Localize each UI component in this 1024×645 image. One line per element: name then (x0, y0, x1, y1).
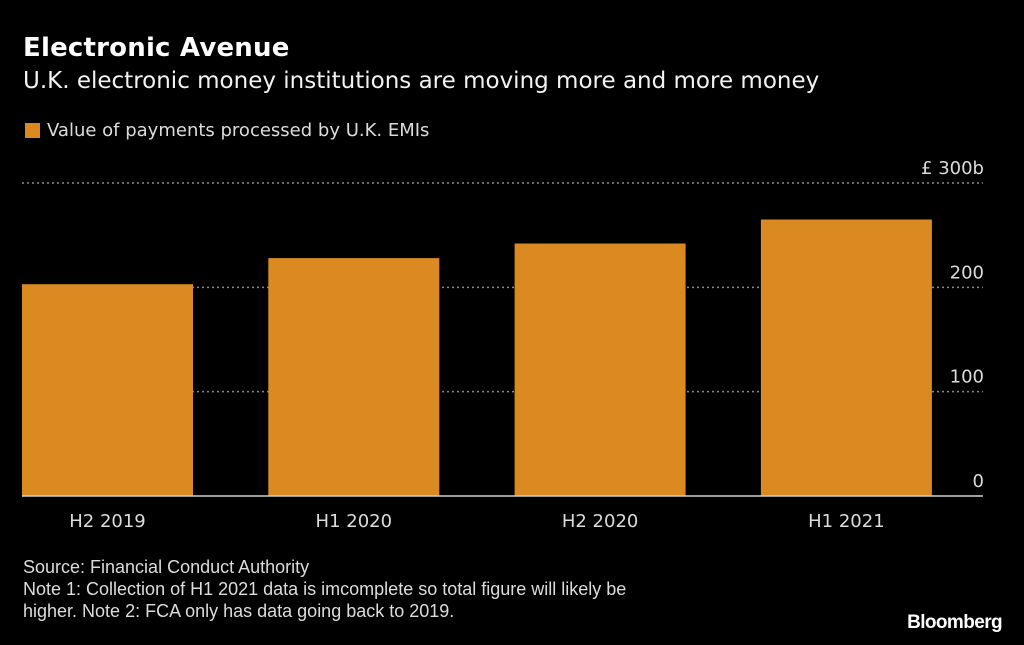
bars (22, 219, 932, 496)
y-tick-label: 200 (950, 262, 984, 283)
x-tick-label: H2 2020 (562, 511, 639, 532)
x-tick-label: H1 2020 (316, 511, 393, 532)
source-note: Source: Financial Conduct Authority (23, 557, 310, 577)
legend: Value of payments processed by U.K. EMIs (25, 120, 429, 141)
bar-h1-2020 (268, 258, 440, 496)
legend-label: Value of payments processed by U.K. EMIs (47, 120, 430, 141)
bar-h2-2020 (514, 243, 686, 496)
chart-title: Electronic Avenue (23, 33, 290, 63)
bar-h2-2019 (22, 284, 193, 496)
legend-swatch (25, 123, 40, 138)
note-line-2: higher. Note 2: FCA only has data going … (23, 601, 455, 621)
y-axis-ticks: 0 100 200 £ 300b (921, 158, 984, 492)
x-axis-ticks: H2 2019 H1 2020 H2 2020 H1 2021 (69, 511, 884, 532)
chart-subtitle: U.K. electronic money institutions are m… (23, 68, 820, 94)
x-tick-label: H2 2019 (69, 511, 146, 532)
bloomberg-logo: Bloomberg (907, 612, 1002, 633)
footer-notes: Source: Financial Conduct Authority Note… (23, 556, 803, 622)
x-tick-label: H1 2021 (808, 511, 885, 532)
y-tick-label: 100 (950, 367, 984, 388)
bar-h1-2021 (760, 219, 932, 496)
y-tick-label: 0 (973, 471, 984, 492)
note-line-1: Note 1: Collection of H1 2021 data is im… (23, 579, 627, 599)
y-tick-label: £ 300b (921, 158, 984, 179)
